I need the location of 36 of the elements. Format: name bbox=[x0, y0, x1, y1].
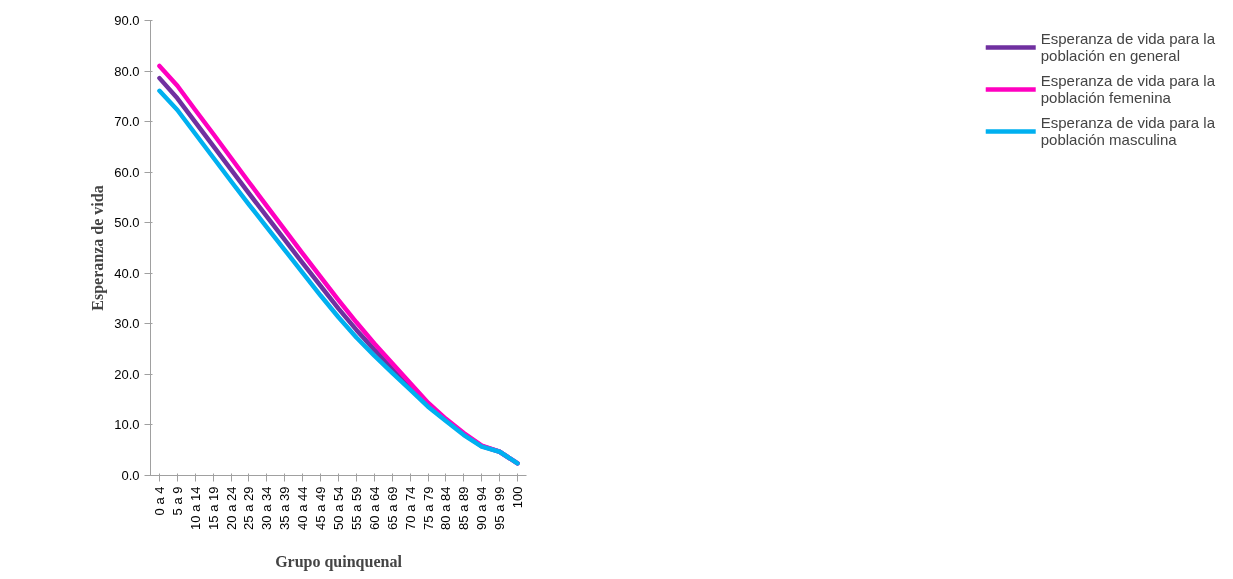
x-tick-label: 15 a 19 bbox=[205, 486, 221, 530]
y-tick-label: 40.0 bbox=[114, 265, 140, 281]
x-axis-title: Grupo quinquenal bbox=[275, 552, 403, 571]
x-tick-label: 100 bbox=[510, 486, 526, 509]
x-tick-label: 95 a 99 bbox=[492, 486, 508, 530]
x-tick-label: 65 a 69 bbox=[384, 486, 400, 530]
x-tick-label: 20 a 24 bbox=[223, 486, 239, 530]
x-tick-label: 60 a 64 bbox=[366, 486, 382, 530]
x-tick-label: 50 a 54 bbox=[331, 486, 346, 530]
y-tick-label: 20.0 bbox=[114, 366, 140, 382]
x-tick-label: 55 a 59 bbox=[348, 486, 364, 530]
y-tick-label: 80.0 bbox=[114, 63, 140, 79]
x-tick-label: 5 a 9 bbox=[169, 486, 185, 516]
y-tick-label: 70.0 bbox=[114, 114, 140, 130]
legend-label: Esperanza de vida para la población femenina bbox=[1040, 72, 1215, 106]
x-tick-label: 85 a 89 bbox=[456, 486, 472, 530]
y-tick-label: 90.0 bbox=[114, 13, 140, 28]
y-tick-label: 10.0 bbox=[114, 417, 140, 433]
y-axis-title: Esperanza de vida bbox=[89, 185, 108, 311]
legend-label: Esperanza de vida para la población masculina bbox=[1040, 114, 1215, 148]
x-tick-label: 70 a 74 bbox=[402, 486, 418, 530]
y-tick-label: 0.0 bbox=[121, 468, 140, 483]
x-tick-label: 35 a 39 bbox=[277, 486, 293, 530]
y-tick-label: 60.0 bbox=[114, 164, 140, 180]
x-tick-label: 40 a 44 bbox=[295, 486, 311, 530]
x-tick-label: 0 a 4 bbox=[151, 486, 167, 516]
legend-label: Esperanza de vida para la población en general bbox=[1040, 30, 1215, 64]
x-tick-label: 75 a 79 bbox=[420, 486, 436, 530]
x-tick-label: 80 a 84 bbox=[438, 486, 454, 530]
x-tick-label: 10 a 14 bbox=[187, 486, 203, 530]
y-tick-label: 50.0 bbox=[114, 215, 140, 231]
y-tick-label: 30.0 bbox=[114, 316, 140, 332]
x-tick-label: 90 a 94 bbox=[474, 486, 490, 530]
x-tick-label: 45 a 49 bbox=[313, 486, 329, 530]
x-tick-label: 25 a 29 bbox=[241, 486, 257, 530]
x-tick-label: 30 a 34 bbox=[259, 486, 275, 530]
